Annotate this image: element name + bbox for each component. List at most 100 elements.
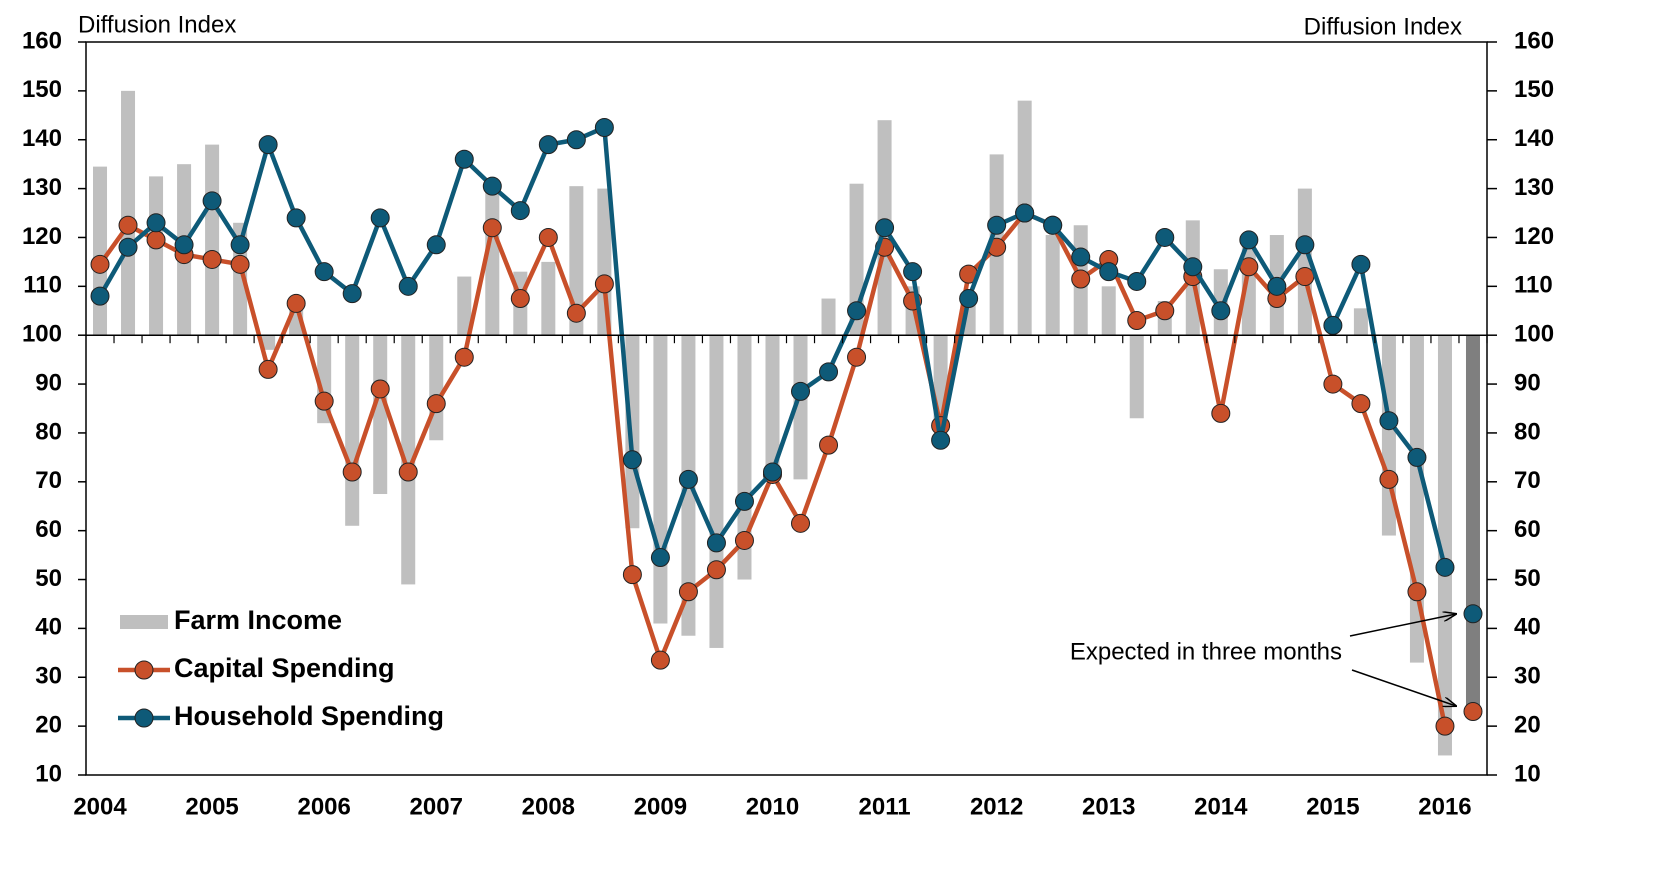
bar [429,335,444,441]
x-tick-label: 2014 [1194,793,1248,820]
y-tick-label: 90 [35,369,62,396]
x-tick-label: 2009 [634,793,687,820]
y-axis-label: Diffusion Index [78,11,236,38]
y2-tick-label: 60 [1514,516,1541,543]
marker [230,254,250,274]
y2-tick-label: 120 [1514,223,1554,250]
bar [1129,335,1144,419]
y2-tick-label: 150 [1514,76,1554,103]
marker [706,533,726,553]
marker [1407,447,1427,467]
marker [791,381,811,401]
marker [1183,257,1203,277]
marker [454,347,474,367]
x-tick-label: 2008 [522,793,575,820]
marker [622,565,642,585]
marker [118,237,138,257]
bar [1045,235,1060,336]
marker [202,249,222,269]
y2-tick-label: 80 [1514,418,1541,445]
legend-label: Farm Income [174,605,342,635]
marker [819,362,839,382]
marker [286,293,306,313]
marker [1351,394,1371,414]
x-tick-label: 2012 [970,793,1023,820]
marker [1155,301,1175,321]
marker [791,513,811,533]
bar [1353,308,1368,336]
marker [1323,374,1343,394]
marker [510,201,530,221]
marker [174,235,194,255]
x-tick-label: 2015 [1306,793,1359,820]
legend-marker [134,708,154,728]
marker [987,215,1007,235]
expected-marker [1463,604,1483,624]
marker [258,135,278,155]
marker [370,208,390,228]
legend-label: Capital Spending [174,653,395,683]
marker [594,118,614,138]
bar [121,90,136,336]
marker [90,254,110,274]
marker [314,391,334,411]
marker [622,450,642,470]
marker [566,303,586,323]
marker [650,548,670,568]
marker [1351,254,1371,274]
x-tick-label: 2007 [410,793,463,820]
marker [819,435,839,455]
y-tick-label: 160 [22,27,62,54]
y2-tick-label: 50 [1514,565,1541,592]
bar [793,335,808,480]
marker [847,347,867,367]
marker [706,560,726,580]
bar [261,335,276,350]
y-tick-label: 30 [35,663,62,690]
marker [118,215,138,235]
y-tick-label: 80 [35,418,62,445]
legend-label: Household Spending [174,701,444,731]
expected-marker [1463,701,1483,721]
marker [538,135,558,155]
marker [1155,227,1175,247]
y-tick-label: 10 [35,760,62,787]
marker [931,430,951,450]
marker [538,227,558,247]
annotation-arrow [1349,614,1456,637]
bar [709,335,724,648]
marker [678,469,698,489]
y-tick-label: 130 [22,174,62,201]
bar [457,276,472,336]
marker [398,276,418,296]
x-tick-label: 2016 [1418,793,1471,820]
marker [1435,716,1455,736]
y-tick-label: 70 [35,467,62,494]
bar [345,335,360,526]
bar [205,144,220,336]
bar [765,335,780,473]
y-tick-label: 20 [35,711,62,738]
y2-tick-label: 110 [1514,272,1553,299]
y-tick-label: 60 [35,516,62,543]
bar [373,335,388,495]
y2-tick-label: 40 [1514,614,1541,641]
marker [342,284,362,304]
x-tick-label: 2011 [859,793,911,820]
marker [258,359,278,379]
marker [370,379,390,399]
y-tick-label: 100 [22,321,62,348]
marker [875,218,895,238]
y2-tick-label: 90 [1514,369,1541,396]
y2-tick-label: 10 [1514,760,1541,787]
marker [650,650,670,670]
bar [737,335,752,580]
marker [146,213,166,233]
marker [1407,582,1427,602]
marker [230,235,250,255]
marker [1323,315,1343,335]
y2-tick-label: 130 [1514,174,1554,201]
bar [1437,335,1452,756]
marker [342,462,362,482]
